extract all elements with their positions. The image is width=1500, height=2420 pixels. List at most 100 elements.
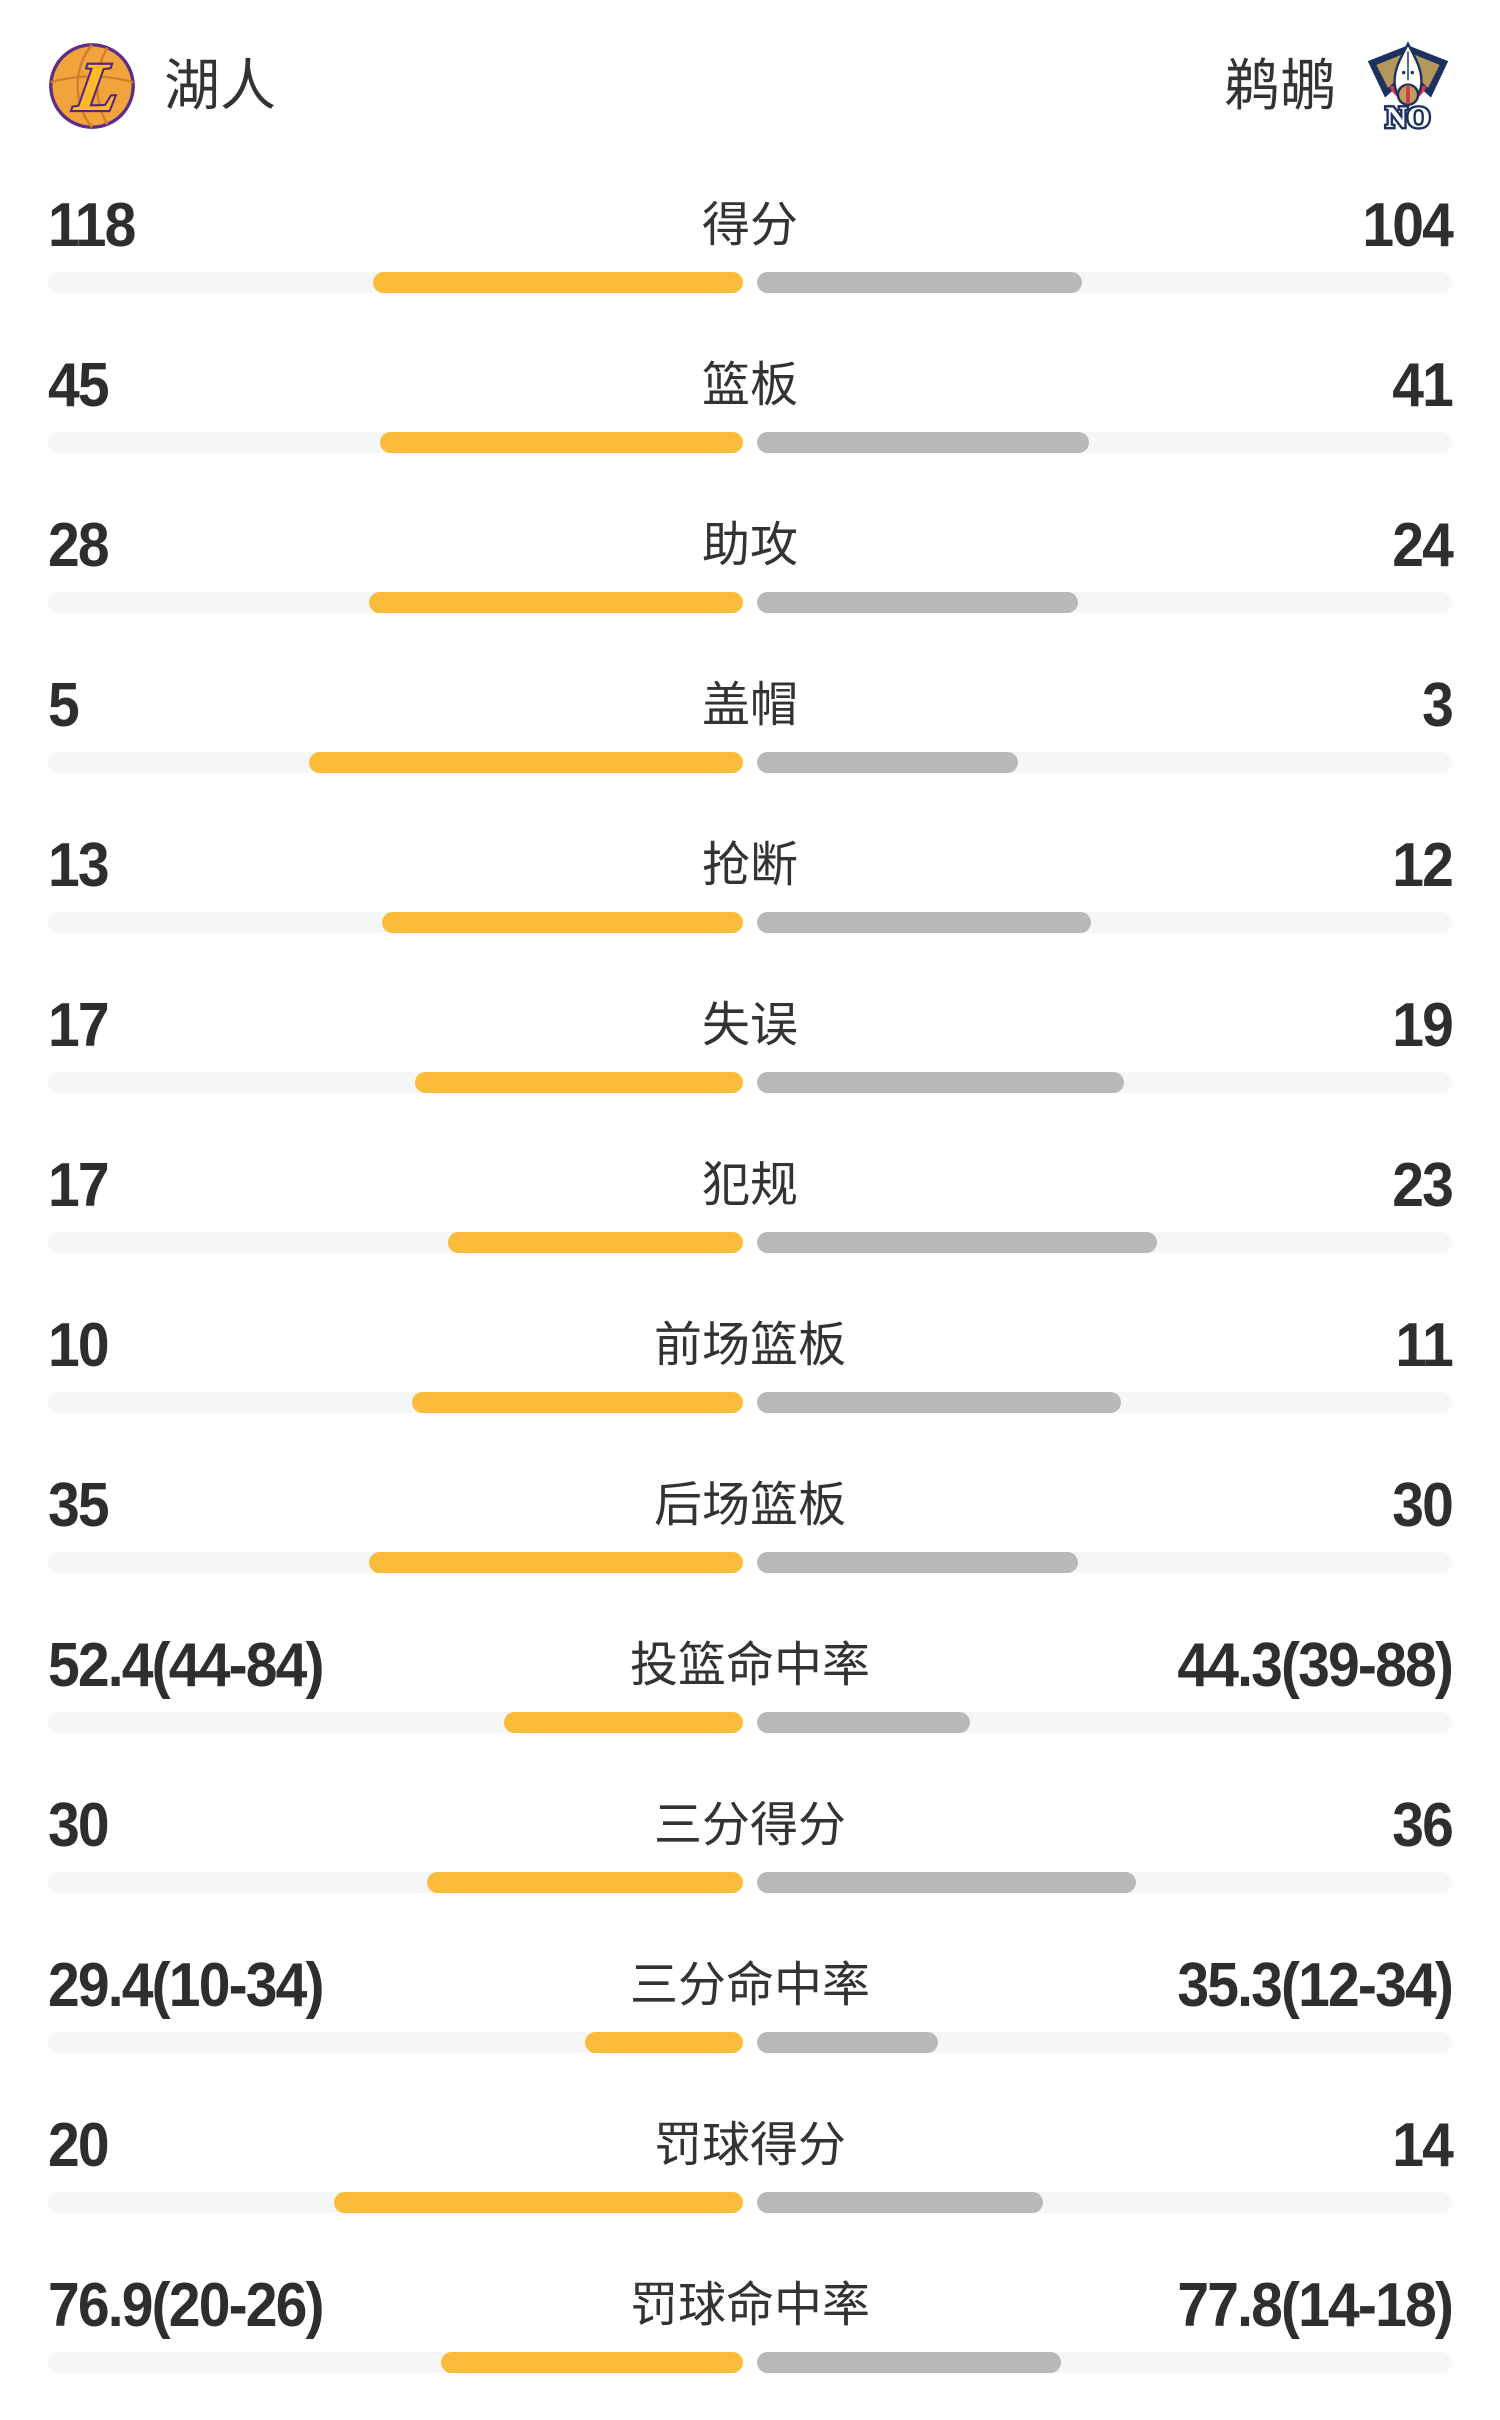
home-value: 45 — [48, 351, 110, 420]
away-value: 44.3(39-88) — [1177, 1631, 1454, 1700]
stat-row-bars — [48, 272, 1452, 293]
stat-row: 10 前场篮板 11 — [0, 1300, 1500, 1460]
away-bar-track — [757, 1392, 1452, 1413]
away-bar-track — [757, 752, 1452, 773]
stat-row-bars — [48, 432, 1452, 453]
away-bar-fill — [757, 1392, 1122, 1413]
stat-row-text: 45 篮板 41 — [48, 340, 1454, 432]
away-value: 77.8(14-18) — [1177, 2271, 1454, 2340]
stat-row-bars — [48, 2352, 1452, 2373]
home-bar-fill — [426, 1872, 743, 1893]
home-value: 29.4(10-34) — [48, 1951, 325, 2020]
stat-label: 盖帽 — [702, 679, 799, 732]
home-bar-fill — [440, 2352, 743, 2373]
home-bar-fill — [412, 1392, 743, 1413]
stat-row: 76.9(20-26) 罚球命中率 77.8(14-18) — [0, 2260, 1500, 2420]
lakers-logo-icon: L — [46, 40, 138, 132]
stat-label: 前场篮板 — [654, 1319, 847, 1372]
home-value: 17 — [48, 991, 110, 1060]
stat-row-text: 17 犯规 23 — [48, 1140, 1454, 1232]
stat-label: 三分得分 — [654, 1799, 847, 1852]
away-bar-fill — [757, 1552, 1079, 1573]
stat-row-text: 17 失误 19 — [48, 980, 1454, 1072]
stat-row: 29.4(10-34) 三分命中率 35.3(12-34) — [0, 1940, 1500, 2100]
stat-row-text: 10 前场篮板 11 — [48, 1300, 1454, 1392]
away-bar-track — [757, 1072, 1452, 1093]
stat-label: 罚球得分 — [654, 2119, 847, 2172]
stat-label: 抢断 — [702, 839, 799, 892]
home-value: 35 — [48, 1471, 110, 1540]
home-bar-fill — [447, 1232, 743, 1253]
home-bar-fill — [373, 272, 743, 293]
home-value: 76.9(20-26) — [48, 2271, 325, 2340]
team-away-name: 鹈鹕 — [1224, 54, 1336, 117]
away-value: 35.3(12-34) — [1177, 1951, 1454, 2020]
stat-row-bars — [48, 1552, 1452, 1573]
home-value: 52.4(44-84) — [48, 1631, 325, 1700]
stat-row-bars — [48, 1072, 1452, 1093]
away-bar-track — [757, 1232, 1452, 1253]
stat-label: 犯规 — [702, 1159, 799, 1212]
home-bar-fill — [379, 432, 743, 453]
svg-text:NO: NO — [1386, 102, 1431, 132]
home-bar-track — [48, 432, 743, 453]
home-bar-fill — [369, 1552, 743, 1573]
home-bar-track — [48, 1072, 743, 1093]
home-bar-track — [48, 2352, 743, 2373]
away-bar-track — [757, 2192, 1452, 2213]
stat-row: 45 篮板 41 — [0, 340, 1500, 500]
stat-row-bars — [48, 2192, 1452, 2213]
away-value: 3 — [1422, 671, 1454, 740]
stat-label: 得分 — [702, 199, 799, 252]
stat-row: 35 后场篮板 30 — [0, 1460, 1500, 1620]
away-bar-fill — [757, 1712, 971, 1733]
home-bar-track — [48, 2192, 743, 2213]
away-bar-track — [757, 1712, 1452, 1733]
home-value: 20 — [48, 2111, 110, 2180]
away-bar-track — [757, 432, 1452, 453]
away-bar-fill — [757, 752, 1018, 773]
home-value: 28 — [48, 511, 110, 580]
stat-label: 助攻 — [702, 519, 799, 572]
stat-label: 后场篮板 — [654, 1479, 847, 1532]
home-bar-track — [48, 2032, 743, 2053]
stat-row: 20 罚球得分 14 — [0, 2100, 1500, 2260]
stat-row-bars — [48, 1872, 1452, 1893]
stat-row-bars — [48, 912, 1452, 933]
home-bar-track — [48, 752, 743, 773]
stat-row: 13 抢断 12 — [0, 820, 1500, 980]
away-bar-track — [757, 2032, 1452, 2053]
team-home: L 湖人 — [46, 40, 276, 132]
home-bar-fill — [503, 1712, 743, 1733]
away-bar-track — [757, 1552, 1452, 1573]
away-value: 19 — [1392, 991, 1454, 1060]
home-value: 10 — [48, 1311, 110, 1380]
stat-row: 17 失误 19 — [0, 980, 1500, 1140]
home-bar-fill — [381, 912, 743, 933]
stat-row-bars — [48, 1712, 1452, 1733]
home-bar-fill — [334, 2192, 743, 2213]
stat-row: 5 盖帽 3 — [0, 660, 1500, 820]
away-bar-fill — [757, 1232, 1157, 1253]
away-value: 104 — [1362, 191, 1453, 260]
away-value: 24 — [1392, 511, 1454, 580]
home-bar-fill — [414, 1072, 743, 1093]
away-bar-fill — [757, 272, 1083, 293]
stat-label: 篮板 — [702, 359, 799, 412]
stat-row: 28 助攻 24 — [0, 500, 1500, 660]
away-value: 36 — [1392, 1791, 1454, 1860]
stat-row: 118 得分 104 — [0, 180, 1500, 340]
away-bar-fill — [757, 1872, 1136, 1893]
away-bar-fill — [757, 432, 1089, 453]
away-value: 14 — [1392, 2111, 1454, 2180]
stat-row-bars — [48, 1392, 1452, 1413]
stat-row-text: 30 三分得分 36 — [48, 1780, 1454, 1872]
away-bar-fill — [757, 912, 1091, 933]
stat-row-text: 52.4(44-84) 投篮命中率 44.3(39-88) — [48, 1620, 1454, 1712]
stat-row-text: 35 后场篮板 30 — [48, 1460, 1454, 1552]
away-value: 30 — [1392, 1471, 1454, 1540]
stat-row-bars — [48, 592, 1452, 613]
header: L 湖人 鹈鹕 — [0, 0, 1500, 180]
home-bar-track — [48, 1552, 743, 1573]
home-value: 118 — [48, 191, 136, 260]
